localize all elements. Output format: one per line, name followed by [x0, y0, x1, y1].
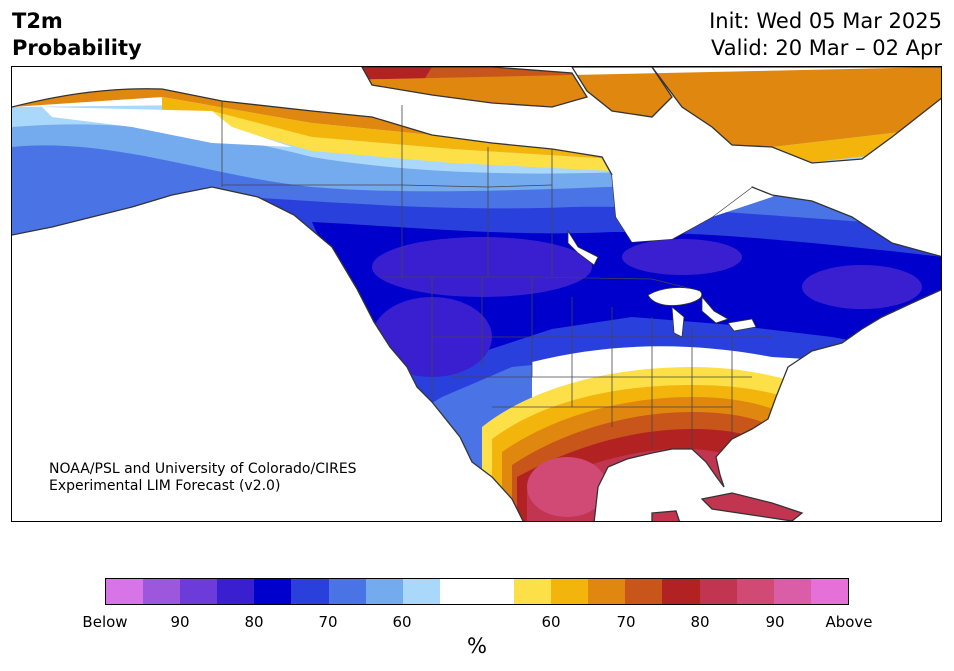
- title-left: T2m Probability: [12, 8, 142, 62]
- colorbar-swatch: [143, 579, 181, 604]
- colorbar-tick-label: 60: [392, 613, 412, 631]
- colorbar-tick-label: Above: [825, 613, 873, 631]
- colorbar-swatch: [625, 579, 663, 604]
- colorbar-swatch: [402, 579, 440, 604]
- map-frame: [11, 66, 942, 522]
- great-lakes: [567, 229, 757, 338]
- colorbar-tick-label: 80: [244, 613, 264, 631]
- colorbar-swatch: [736, 579, 774, 604]
- colorbar-swatch: [328, 579, 366, 604]
- colorbar-swatch: [439, 579, 477, 604]
- colorbar-swatch: [773, 579, 811, 604]
- title-variable: T2m: [12, 9, 63, 33]
- colorbar-swatch: [551, 579, 589, 604]
- colorbar-tick-label: 90: [765, 613, 785, 631]
- colorbar-tick-label: 60: [541, 613, 561, 631]
- colorbar-swatch: [699, 579, 737, 604]
- colorbar-tick-label: Below: [82, 613, 128, 631]
- colorbar-swatch: [588, 579, 626, 604]
- colorbar-swatch: [180, 579, 218, 604]
- title-right: Init: Wed 05 Mar 2025 Valid: 20 Mar – 02…: [709, 8, 942, 62]
- probability-map: [12, 67, 941, 521]
- colorbar-unit: %: [467, 634, 487, 658]
- colorbar-tick-label: 90: [170, 613, 190, 631]
- colorbar-tick-label: 70: [616, 613, 636, 631]
- title-type: Probability: [12, 36, 142, 60]
- colorbar-swatch: [514, 579, 552, 604]
- valid-range: Valid: 20 Mar – 02 Apr: [711, 36, 942, 60]
- colorbar-swatch: [476, 579, 515, 604]
- data-credit: NOAA/PSL and University of Colorado/CIRE…: [49, 461, 357, 495]
- credit-line2: Experimental LIM Forecast (v2.0): [49, 478, 281, 494]
- colorbar-swatch: [217, 579, 255, 604]
- colorbar-tick-label: 70: [318, 613, 338, 631]
- credit-line1: NOAA/PSL and University of Colorado/CIRE…: [49, 461, 357, 477]
- colorbar-tick-label: 80: [690, 613, 710, 631]
- colorbar-swatch: [662, 579, 700, 604]
- hudson-bay: [612, 167, 752, 242]
- colorbar-swatch: [291, 579, 329, 604]
- colorbar-swatch: [106, 579, 144, 604]
- colorbar-swatch: [365, 579, 403, 604]
- state-province-borders: [221, 101, 772, 447]
- colorbar-swatch: [254, 579, 292, 604]
- colorbar-swatch: [810, 579, 848, 604]
- colorbar: [105, 578, 849, 605]
- init-date: Init: Wed 05 Mar 2025: [709, 9, 942, 33]
